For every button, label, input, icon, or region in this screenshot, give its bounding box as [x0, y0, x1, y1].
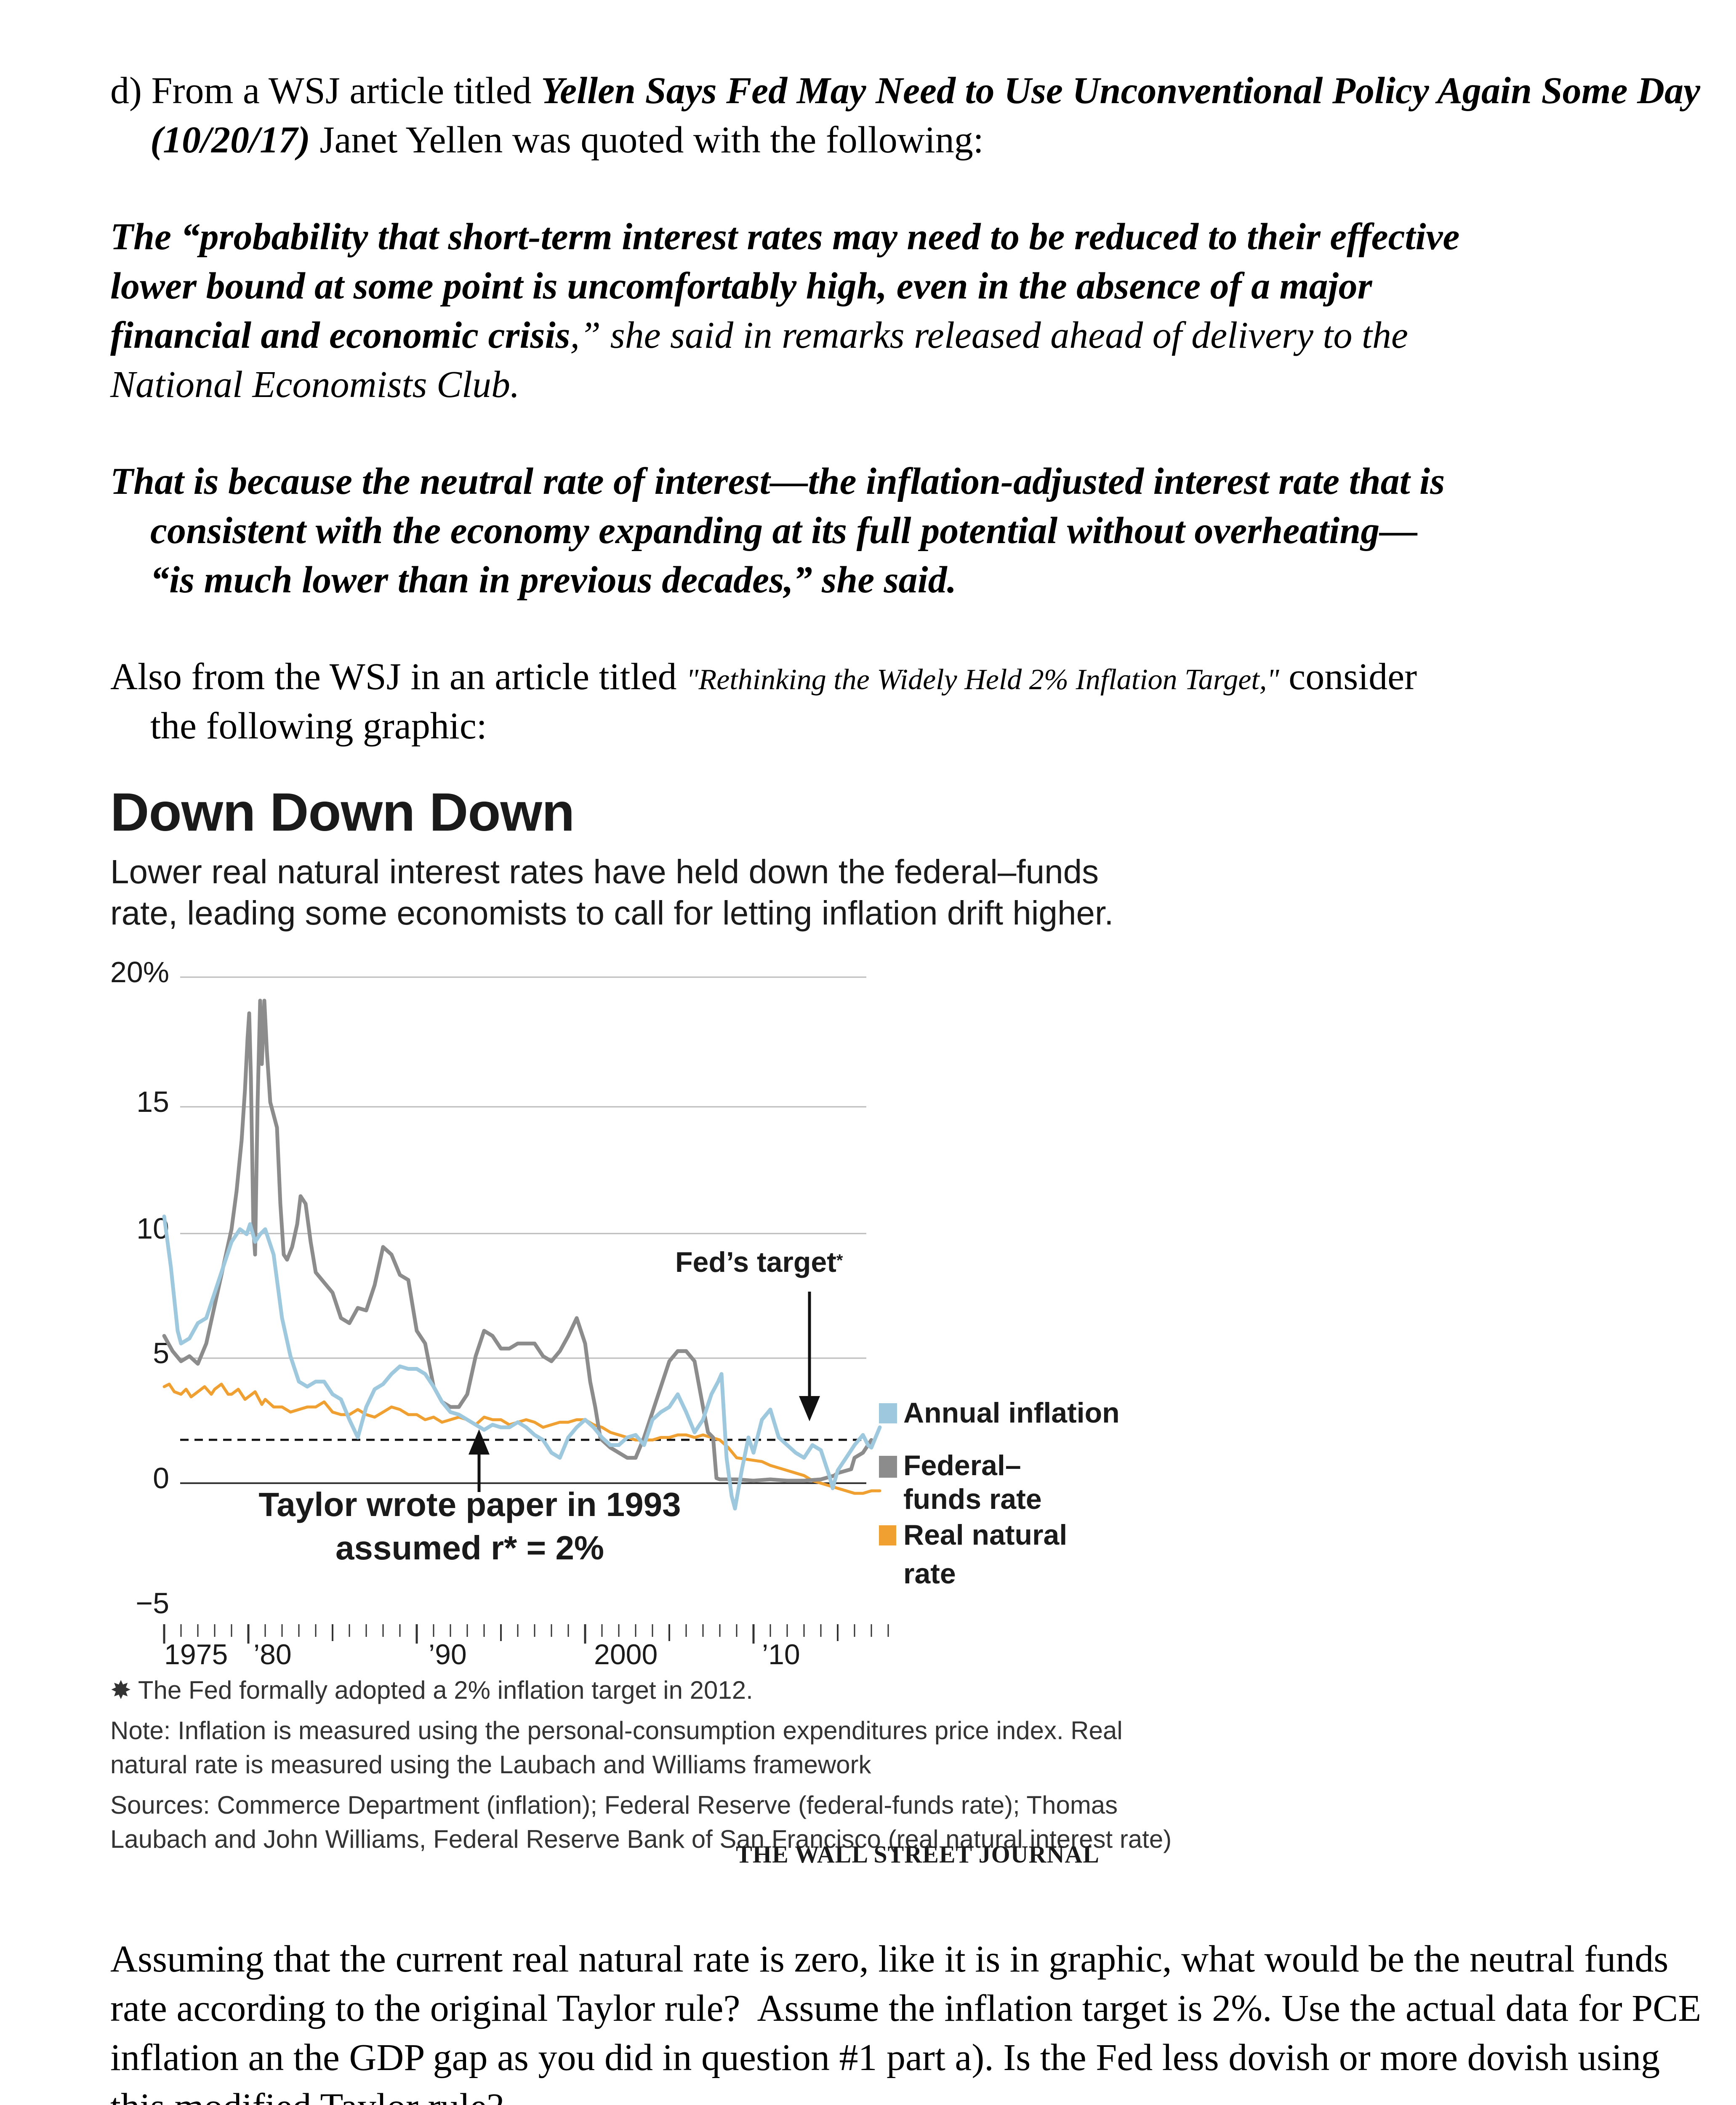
svg-text:Annual inflation: Annual inflation	[903, 1397, 1120, 1429]
svg-text:−5: −5	[136, 1587, 169, 1620]
svg-text:2000: 2000	[594, 1639, 658, 1671]
svg-text:’80: ’80	[253, 1639, 292, 1671]
svg-text:Taylor wrote paper in 1993: Taylor wrote paper in 1993	[258, 1486, 681, 1523]
svg-text:20%: 20%	[110, 956, 169, 989]
svg-text:1975: 1975	[164, 1639, 228, 1671]
svg-text:’90: ’90	[429, 1639, 467, 1671]
svg-text:funds rate: funds rate	[903, 1483, 1042, 1515]
svg-text:0: 0	[153, 1462, 169, 1495]
svg-text:Fed’s target*: Fed’s target*	[675, 1246, 843, 1278]
svg-text:Real natural: Real natural	[903, 1519, 1067, 1551]
svg-text:’10: ’10	[762, 1639, 800, 1671]
svg-text:rate: rate	[903, 1558, 956, 1590]
svg-text:15: 15	[136, 1085, 169, 1118]
svg-text:assumed r* = 2%: assumed r* = 2%	[335, 1529, 604, 1567]
svg-text:Federal–: Federal–	[903, 1450, 1021, 1481]
